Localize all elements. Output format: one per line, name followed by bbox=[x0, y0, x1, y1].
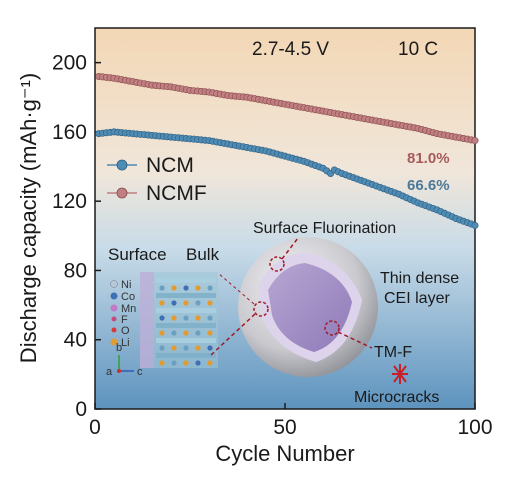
crystal-layer bbox=[156, 338, 216, 343]
f-atom-icon bbox=[111, 316, 117, 322]
series-ncmf bbox=[95, 72, 479, 145]
element-ni: Ni bbox=[121, 279, 131, 291]
element-f: F bbox=[121, 314, 128, 326]
x-axis-ticks: 0 50 100 bbox=[89, 403, 493, 439]
legend-ncm-label: NCM bbox=[146, 154, 194, 177]
y-axis-title: Discharge capacity (mAh·g⁻¹) bbox=[16, 73, 41, 363]
mn-atom-icon bbox=[110, 304, 118, 312]
o-atom-icon bbox=[111, 327, 117, 333]
legend: NCM NCMF bbox=[107, 154, 207, 205]
crystal-atom bbox=[195, 360, 201, 366]
crystal-atom bbox=[183, 345, 189, 351]
crystal-atom bbox=[159, 315, 165, 321]
crystal-atom bbox=[207, 345, 213, 351]
crystal-atom bbox=[159, 330, 165, 336]
crystal-atom bbox=[159, 360, 165, 366]
crystal-atom bbox=[195, 345, 201, 351]
surface-label: Surface bbox=[108, 245, 167, 264]
surface-callout-circle bbox=[253, 301, 269, 317]
legend-ncm-marker bbox=[116, 159, 128, 171]
crystal-axes-indicator: b a c bbox=[106, 342, 143, 378]
y-tick-label: 160 bbox=[52, 121, 87, 144]
crystal-atom bbox=[171, 315, 177, 321]
crystal-atom bbox=[207, 285, 213, 291]
ncm-data-point bbox=[471, 221, 479, 229]
tmf-label: TM-F bbox=[374, 344, 412, 361]
crystal-layer bbox=[156, 293, 216, 298]
crystal-atom bbox=[183, 360, 189, 366]
crystal-atom bbox=[171, 285, 177, 291]
element-o: O bbox=[121, 325, 130, 337]
crystal-layer bbox=[156, 278, 216, 283]
crystal-atom bbox=[171, 360, 177, 366]
x-tick-label: 100 bbox=[457, 416, 492, 439]
particle-sphere bbox=[238, 237, 378, 377]
crystal-layer bbox=[156, 353, 216, 358]
crystal-atom bbox=[183, 330, 189, 336]
inset-illustration: Surface Bulk Ni Co Mn F O Li bbox=[106, 220, 459, 406]
x-tick-label: 50 bbox=[273, 416, 296, 439]
bulk-label: Bulk bbox=[186, 245, 220, 264]
crystal-atom bbox=[159, 285, 165, 291]
series-ncm bbox=[95, 128, 479, 229]
axis-c-label: c bbox=[137, 366, 143, 378]
crystal-atom bbox=[207, 315, 213, 321]
crystal-atom bbox=[171, 300, 177, 306]
axis-a-label: a bbox=[106, 366, 113, 378]
y-tick-label: 200 bbox=[52, 52, 87, 75]
cei-label-line1: Thin dense bbox=[380, 270, 459, 287]
crystal-atom bbox=[207, 330, 213, 336]
crystal-layer bbox=[156, 323, 216, 328]
legend-ncmf-label: NCMF bbox=[146, 182, 207, 205]
y-tick-label: 80 bbox=[64, 259, 87, 282]
crystal-structure bbox=[140, 272, 218, 368]
co-atom-icon bbox=[110, 292, 118, 300]
tmf-callout-circle bbox=[324, 320, 340, 336]
crystal-atom bbox=[195, 315, 201, 321]
ncmf-retention-label: 81.0% bbox=[407, 150, 450, 167]
fluorination-label: Surface Fluorination bbox=[253, 220, 396, 237]
crystal-atom bbox=[159, 300, 165, 306]
crystal-atom bbox=[183, 315, 189, 321]
x-tick-label: 0 bbox=[89, 416, 101, 439]
crystal-atom bbox=[195, 300, 201, 306]
y-tick-label: 120 bbox=[52, 190, 87, 213]
crystal-atom bbox=[207, 300, 213, 306]
y-tick-label: 0 bbox=[75, 398, 87, 421]
crystal-atom bbox=[195, 330, 201, 336]
microcrack-icon bbox=[392, 364, 408, 384]
crystal-atom bbox=[171, 345, 177, 351]
crystal-atom bbox=[207, 360, 213, 366]
crystal-atom bbox=[159, 345, 165, 351]
element-legend: Ni Co Mn F O Li bbox=[110, 279, 136, 349]
y-axis-ticks: 0 40 80 120 160 200 bbox=[52, 52, 101, 421]
fluorination-callout-circle bbox=[269, 256, 285, 272]
axis-b-label: b bbox=[116, 342, 122, 354]
crystal-atom bbox=[171, 330, 177, 336]
ni-atom-icon bbox=[110, 280, 118, 288]
ncm-retention-label: 66.6% bbox=[407, 177, 450, 194]
ncmf-data-point bbox=[471, 137, 479, 145]
rate-label: 10 C bbox=[398, 39, 438, 60]
crystal-layer bbox=[156, 308, 216, 313]
microcracks-label: Microcracks bbox=[354, 389, 439, 406]
x-axis-title: Cycle Number bbox=[215, 441, 354, 466]
voltage-window-label: 2.7-4.5 V bbox=[252, 39, 329, 60]
crystal-atom bbox=[183, 285, 189, 291]
cei-label-line2: CEI layer bbox=[384, 290, 450, 307]
element-li: Li bbox=[121, 337, 130, 349]
crystal-atom bbox=[183, 300, 189, 306]
element-mn: Mn bbox=[121, 303, 136, 315]
crystal-atom bbox=[195, 285, 201, 291]
element-co: Co bbox=[121, 291, 135, 303]
y-tick-label: 40 bbox=[64, 329, 87, 352]
li-atom-icon bbox=[110, 338, 118, 346]
legend-ncmf-marker bbox=[116, 187, 128, 199]
